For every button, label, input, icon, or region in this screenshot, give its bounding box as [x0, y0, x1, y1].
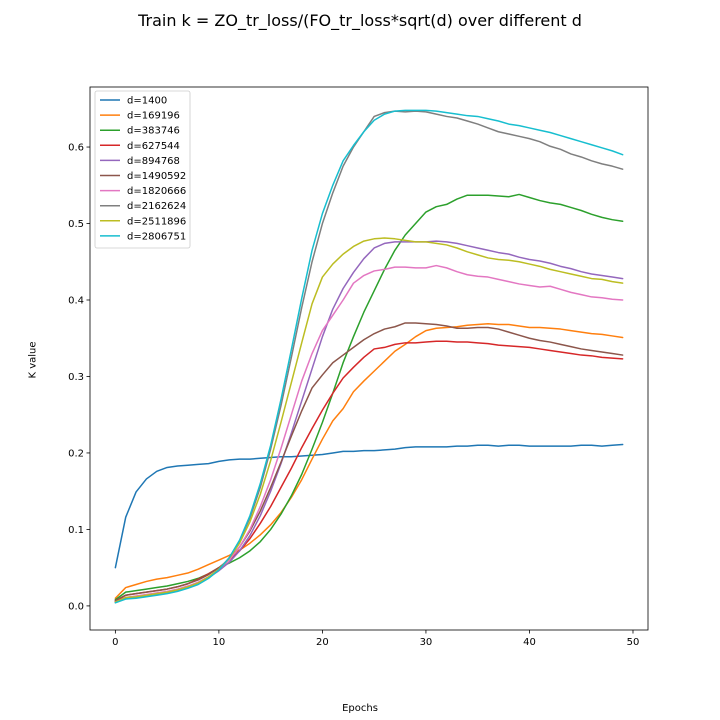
series-line-8: [114, 237, 624, 603]
x-tick-label: 30: [420, 637, 433, 648]
y-tick-label: 0.2: [68, 448, 84, 459]
series-line-1: [114, 322, 624, 600]
legend-label: d=627544: [127, 141, 180, 152]
legend-label: d=1820666: [127, 186, 186, 197]
series-line-3: [114, 340, 624, 603]
chart-title: Train k = ZO_tr_loss/(FO_tr_loss*sqrt(d)…: [138, 11, 582, 30]
series-line-6: [114, 264, 624, 603]
series-line-9: [114, 109, 624, 604]
series-line-4: [114, 240, 624, 603]
legend-label: d=894768: [127, 156, 180, 167]
y-axis-label: K value: [27, 341, 39, 379]
series-line-0: [114, 443, 624, 569]
y-tick-label: 0.1: [68, 525, 84, 536]
legend-label: d=1400: [127, 96, 167, 107]
legend-label: d=383746: [127, 126, 180, 137]
series-line-2: [114, 193, 624, 601]
x-tick-label: 50: [627, 637, 640, 648]
x-tick-label: 0: [112, 637, 118, 648]
x-tick-label: 40: [523, 637, 536, 648]
y-tick-label: 0.3: [68, 372, 84, 383]
legend-label: d=1490592: [127, 171, 186, 182]
x-tick-label: 10: [213, 637, 226, 648]
legend-label: d=2162624: [127, 201, 186, 212]
x-tick-label: 20: [316, 637, 329, 648]
legend-label: d=2806751: [127, 231, 186, 242]
legend-label: d=2511896: [127, 216, 186, 227]
series-line-7: [114, 110, 624, 603]
series-line-5: [114, 322, 624, 602]
x-axis-label: Epochs: [342, 703, 378, 714]
y-tick-label: 0.6: [68, 143, 84, 154]
axes-frame: [89, 86, 649, 631]
y-tick-label: 0.0: [68, 601, 84, 612]
legend-label: d=169196: [127, 111, 180, 122]
y-tick-label: 0.5: [68, 219, 84, 230]
y-tick-label: 0.4: [68, 295, 84, 306]
